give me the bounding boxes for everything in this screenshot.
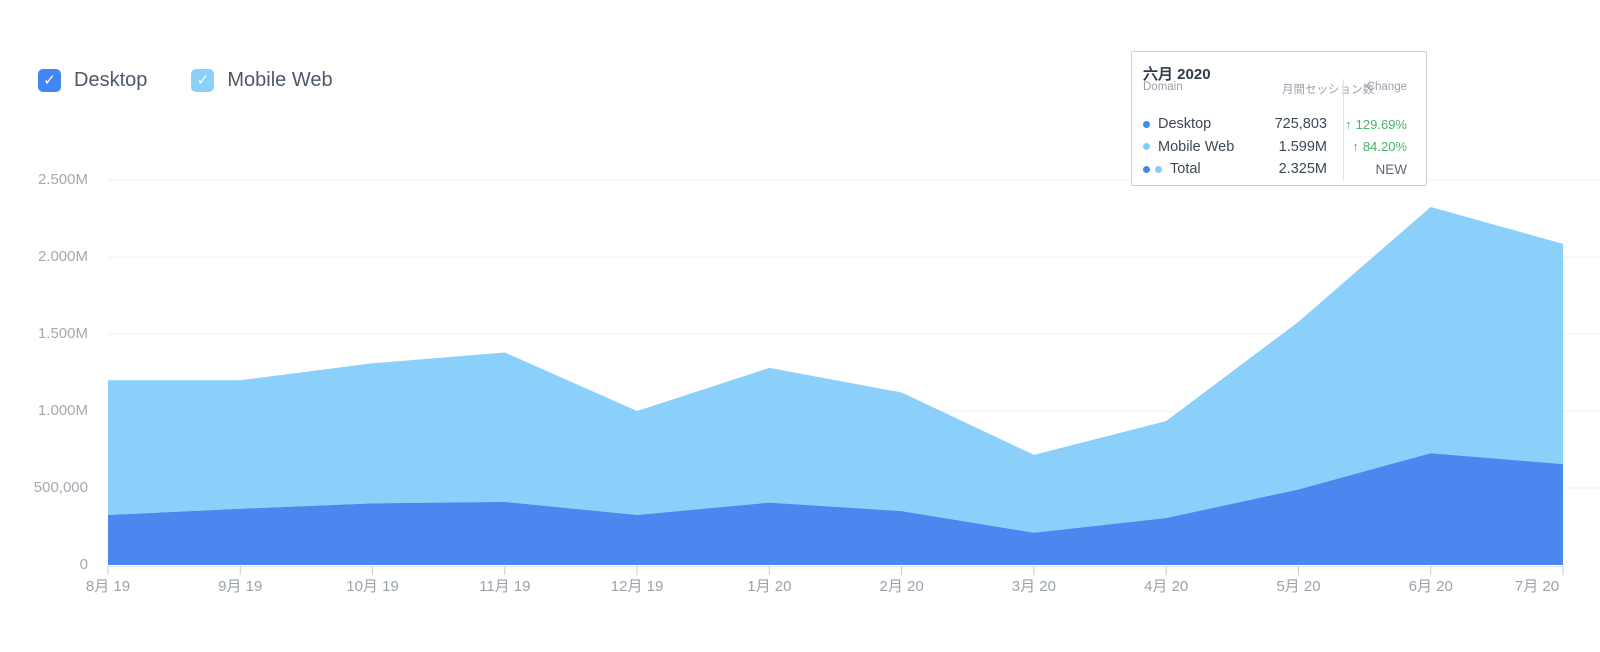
x-axis-label: 2月 20 <box>879 578 924 595</box>
tooltip-col-change: Change <box>1366 81 1407 93</box>
change-text: 84.20% <box>1362 139 1407 155</box>
x-axis-label: 9月 19 <box>218 578 263 595</box>
checkbox-check-icon: ✓ <box>43 72 56 89</box>
hover-tooltip: 六月 2020 Domain 月間セッション数 Change Desktop 72… <box>1131 51 1427 186</box>
change-text: 129.69% <box>1355 116 1407 132</box>
x-axis-label: 5月 20 <box>1276 578 1321 595</box>
row-value: 2.325M <box>1278 161 1327 178</box>
tooltip-rows: Desktop 725,803 ↑ 129.69% Mobile Web 1.599M ↑ 8… <box>1132 113 1426 181</box>
desktop-area[interactable] <box>108 453 1563 565</box>
x-axis-label: 6月 20 <box>1408 578 1453 595</box>
x-axis-label: 4月 20 <box>1144 578 1189 595</box>
row-change: ↑ 129.69% <box>1345 117 1407 132</box>
y-axis-label: 1.000M <box>37 402 88 419</box>
series-dots <box>1143 120 1150 128</box>
row-label: Total <box>1170 161 1201 178</box>
y-axis-label: 2.500M <box>37 171 88 188</box>
x-axis-label: 10月 19 <box>346 578 399 595</box>
x-axis-label: 12月 19 <box>610 578 664 595</box>
mobile-web-checkbox[interactable]: ✓ <box>191 69 215 92</box>
row-change: NEW <box>1376 162 1408 177</box>
y-axis-label: 1.500M <box>37 325 88 342</box>
tooltip-divider <box>1343 79 1344 180</box>
legend-item-label: Mobile Web <box>227 69 333 91</box>
checkbox-check-icon: ✓ <box>196 72 210 89</box>
series-dot-icon <box>1143 120 1150 128</box>
series-dot-icon <box>1155 165 1162 173</box>
tooltip-col-sessions: 月間セッション数 <box>1282 84 1374 96</box>
mobile-web-area[interactable] <box>108 207 1563 533</box>
y-axis-label: 0 <box>79 556 88 573</box>
x-axis-label: 7月 20 <box>1514 578 1560 595</box>
x-axis-label: 3月 20 <box>1011 578 1056 595</box>
x-axis-label: 1月 20 <box>747 578 792 595</box>
tooltip-row: Mobile Web 1.599M ↑ 84.20% <box>1132 136 1426 159</box>
tooltip-row: Total 2.325M NEW <box>1132 158 1426 181</box>
tooltip-title: 六月 2020 <box>1143 66 1211 83</box>
legend: ✓ Desktop ✓ Mobile Web <box>38 69 333 92</box>
series-dot-icon <box>1143 165 1150 173</box>
legend-item-mobile-web[interactable]: ✓ Mobile Web <box>191 69 333 92</box>
y-axis-label: 500,000 <box>33 479 88 496</box>
x-axis-label: 11月 19 <box>479 578 531 595</box>
up-arrow-icon: ↑ <box>1352 139 1359 155</box>
up-arrow-icon: ↑ <box>1345 116 1352 132</box>
row-value: 1.599M <box>1278 138 1327 155</box>
row-label: Mobile Web <box>1158 138 1235 155</box>
series-dots <box>1143 165 1162 173</box>
row-change: ↑ 84.20% <box>1352 139 1407 154</box>
legend-item-desktop[interactable]: ✓ Desktop <box>38 69 147 92</box>
legend-item-label: Desktop <box>74 69 148 91</box>
row-label: Desktop <box>1158 116 1212 133</box>
y-axis-label: 2.000M <box>37 248 88 265</box>
desktop-checkbox[interactable]: ✓ <box>38 69 61 92</box>
series-dot-icon <box>1143 143 1150 151</box>
tooltip-col-domain: Domain <box>1143 81 1183 93</box>
x-axis-label: 8月 19 <box>85 578 131 595</box>
change-text: NEW <box>1375 161 1408 177</box>
tooltip-row: Desktop 725,803 ↑ 129.69% <box>1132 113 1426 136</box>
series-dots <box>1143 143 1150 151</box>
row-value: 725,803 <box>1274 116 1327 133</box>
